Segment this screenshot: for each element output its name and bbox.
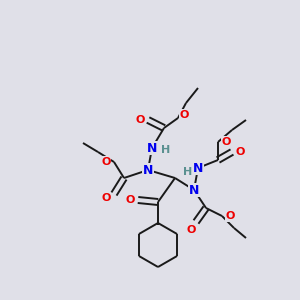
Text: O: O — [186, 225, 196, 235]
Text: O: O — [179, 110, 189, 120]
Text: O: O — [135, 115, 145, 125]
Text: H: H — [161, 145, 171, 155]
Text: N: N — [143, 164, 153, 176]
Text: N: N — [189, 184, 199, 196]
Text: O: O — [101, 157, 111, 167]
Text: O: O — [225, 211, 235, 221]
Text: O: O — [221, 137, 231, 147]
Text: H: H — [183, 167, 193, 177]
Text: O: O — [125, 195, 135, 205]
Text: O: O — [235, 147, 245, 157]
Text: N: N — [193, 161, 203, 175]
Text: O: O — [101, 193, 111, 203]
Text: N: N — [147, 142, 157, 154]
